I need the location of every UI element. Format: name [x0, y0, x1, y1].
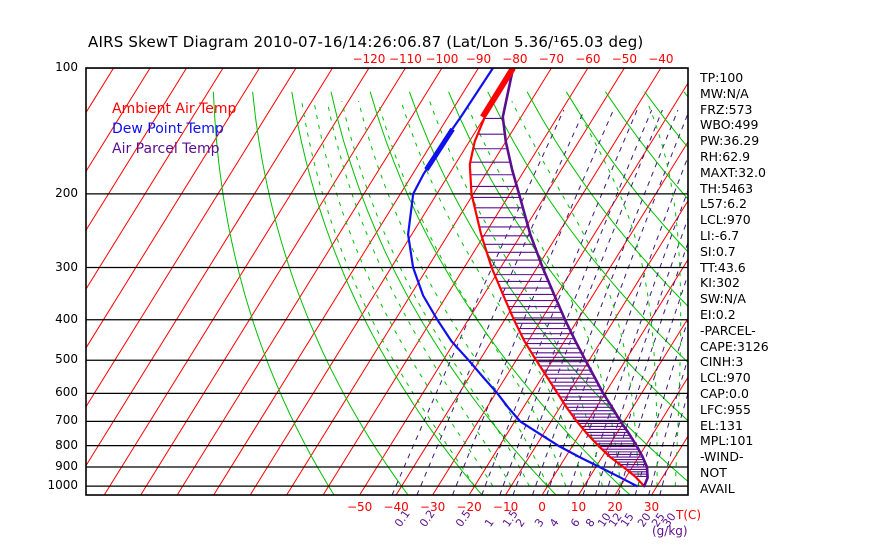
- top-temp-tick--70: −70: [538, 52, 565, 66]
- pressure-tick-300: 300: [55, 259, 78, 274]
- stat-maxt32.0: MAXT:32.0: [700, 164, 766, 180]
- stat-l576.2: L57:6.2: [700, 196, 747, 212]
- pressure-tick-100: 100: [55, 60, 78, 74]
- stat-li6.7: LI:-6.7: [700, 228, 740, 243]
- legend-ambient-air-temp: Ambient Air Temp: [112, 101, 237, 117]
- stat-wind: -WIND-: [700, 449, 744, 465]
- stat-not: NOT: [700, 465, 727, 480]
- pressure-tick-200: 200: [55, 185, 78, 200]
- mixing-ratio-axis-label: (g/kg): [652, 524, 688, 538]
- stat-lcl970: LCL:970: [700, 212, 751, 228]
- stat-cap0.0: CAP:0.0: [700, 386, 749, 401]
- stat-cinh3: CINH:3: [700, 354, 744, 370]
- pressure-tick-800: 800: [55, 437, 78, 452]
- top-temp-tick--80: −80: [502, 52, 528, 66]
- pressure-tick-700: 700: [55, 413, 78, 428]
- bottom-temp-tick-30: 30: [643, 500, 660, 514]
- stat-frz573: FRZ:573: [700, 101, 753, 117]
- bottom-temp-tick--40: −40: [383, 500, 409, 514]
- stat-tt43.6: TT:43.6: [700, 259, 746, 275]
- pressure-tick-900: 900: [55, 459, 78, 473]
- stat-tp100: TP:100: [700, 70, 744, 85]
- top-temp-tick--110: −110: [388, 52, 422, 66]
- top-temp-tick--90: −90: [465, 52, 492, 66]
- legend-dew-point-temp: Dew Point Temp: [112, 121, 224, 137]
- stat-ki302: KI:302: [700, 275, 740, 291]
- top-temp-tick--60: −60: [575, 52, 601, 66]
- legend-air-parcel-temp: Air Parcel Temp: [112, 141, 220, 157]
- bottom-temp-tick--30: −30: [419, 500, 446, 514]
- stat-rh62.9: RH:62.9: [700, 149, 751, 164]
- top-temp-tick--50: −50: [611, 52, 638, 66]
- bottom-temp-tick-20: 20: [607, 500, 623, 514]
- stat-th5463: TH:5463: [700, 180, 754, 196]
- stat-parcel: -PARCEL-: [700, 322, 756, 338]
- page-title: AIRS SkewT Diagram 2010-07-16/14:26:06.8…: [88, 33, 644, 51]
- temperature-axis-label: T(C): [676, 508, 702, 522]
- bottom-temp-tick--20: −20: [456, 500, 482, 514]
- stat-mwna: MW:N/A: [700, 85, 749, 101]
- stat-el131: EL:131: [700, 417, 743, 433]
- bottom-temp-tick--50: −50: [346, 500, 373, 514]
- top-temp-tick--40: −40: [648, 52, 674, 66]
- pressure-tick-600: 600: [55, 385, 78, 400]
- top-temp-tick--120: −120: [352, 52, 386, 66]
- bottom-temp-tick--10: −10: [492, 500, 519, 514]
- pressure-tick-500: 500: [55, 352, 78, 367]
- stat-lfc955: LFC:955: [700, 401, 751, 417]
- bottom-temp-tick-0: 0: [538, 500, 546, 514]
- stat-wbo499: WBO:499: [700, 117, 759, 133]
- stat-avail: AVAIL: [700, 480, 735, 496]
- stat-lcl970: LCL:970: [700, 370, 751, 386]
- stat-mpl101: MPL:101: [700, 433, 754, 449]
- bottom-temp-tick-10: 10: [570, 500, 587, 514]
- pressure-tick-400: 400: [55, 311, 78, 326]
- pressure-tick-1000: 1000: [47, 478, 78, 493]
- stat-pw36.29: PW:36.29: [700, 133, 760, 149]
- stat-si0.7: SI:0.7: [700, 243, 736, 259]
- stat-cape3126: CAPE:3126: [700, 338, 769, 354]
- stat-swna: SW:N/A: [700, 291, 746, 307]
- top-temp-tick--100: −100: [425, 52, 459, 66]
- stat-ei0.2: EI:0.2: [700, 307, 736, 322]
